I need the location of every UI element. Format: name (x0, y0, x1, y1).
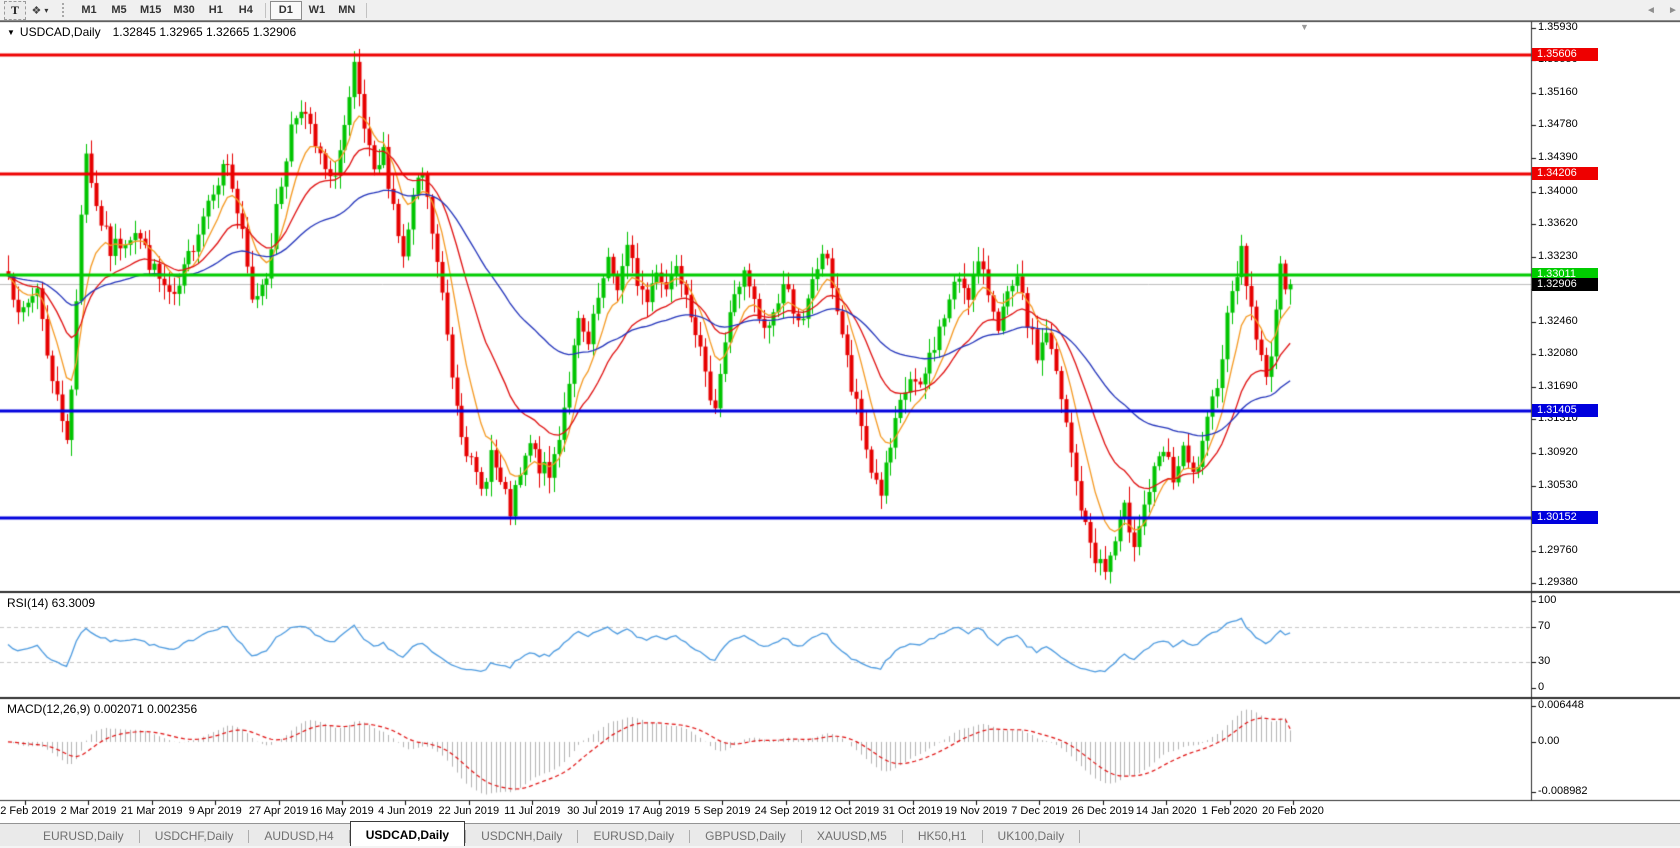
price-tick: 1.33230 (1538, 249, 1578, 262)
level-price-badge: 1.33011 (1532, 268, 1598, 281)
chart-symbol-title: USDCAD,Daily (19, 25, 101, 39)
price-tick: 1.30920 (1538, 445, 1578, 458)
price-tick: 1.34780 (1538, 118, 1578, 131)
timeframe-button-m30[interactable]: M30 (173, 4, 195, 16)
object-tool-icon: ❖ (31, 4, 42, 17)
toolbar-separator (264, 2, 266, 18)
date-tick: 20 Feb 2020 (1262, 805, 1324, 817)
date-tick: 4 Jun 2019 (378, 805, 433, 817)
level-price-badge: 1.35606 (1532, 48, 1598, 61)
date-tick: 27 Apr 2019 (248, 805, 309, 817)
tab-scroll-left-icon[interactable]: ◄ (1646, 5, 1656, 16)
rsi-label: RSI(14) 63.3009 (7, 596, 96, 610)
tab-separator (689, 829, 691, 843)
toolbar: T ❖ ▾ M1 M5 M15 M30 H1 H4 D1 W1 MN (0, 0, 1680, 21)
price-tick: 1.30530 (1538, 478, 1578, 491)
tab-eurusd-daily[interactable]: EURUSD,Daily (593, 829, 675, 843)
tab-separator (138, 829, 140, 843)
tab-separator (465, 829, 467, 843)
timeframe-button-mn[interactable]: MN (338, 4, 356, 16)
date-tick: 12 Oct 2019 (819, 805, 880, 817)
tab-gbpusd-daily[interactable]: GBPUSD,Daily (705, 829, 786, 843)
rsi-tick: 0 (1538, 681, 1545, 693)
date-tick: 9 Apr 2019 (188, 805, 242, 817)
tab-separator (901, 829, 903, 843)
price-tick: 1.33620 (1538, 216, 1578, 229)
object-tool-dropdown[interactable]: ❖ ▾ (26, 2, 54, 19)
timeframe-button-m15[interactable]: M15 (140, 4, 162, 16)
price-tick: 1.29380 (1538, 576, 1578, 588)
date-tick: 11 Jul 2019 (504, 805, 561, 817)
toolbar-separator (365, 2, 367, 18)
timeframe-button-h4[interactable]: H4 (238, 4, 253, 16)
date-tick: 16 May 2019 (310, 805, 374, 817)
date-tick: 1 Feb 2020 (1201, 805, 1258, 817)
date-tick: 30 Jul 2019 (567, 805, 625, 817)
tab-separator (577, 829, 579, 843)
symbol-dropdown-icon[interactable]: ▼ (7, 27, 15, 37)
macd-label: MACD(12,26,9) 0.002071 0.002356 (7, 702, 198, 716)
toolbar-grip (62, 3, 68, 17)
tab-hk50-h1[interactable]: HK50,H1 (917, 829, 967, 843)
tab-separator (348, 829, 350, 843)
timeframe-button-m5[interactable]: M5 (111, 4, 127, 16)
timeframe-button-m1[interactable]: M1 (81, 4, 97, 16)
tab-separator (800, 829, 802, 843)
timeframe-buttons: M1 M5 M15 M30 H1 H4 D1 W1 MN (74, 0, 371, 20)
rsi-tick: 30 (1538, 654, 1551, 667)
macd-tick: 0.006448 (1538, 699, 1584, 711)
timeframe-button-h1[interactable]: H1 (208, 4, 223, 16)
rsi-tick: 100 (1538, 594, 1557, 606)
chevron-down-icon: ▾ (44, 5, 49, 15)
date-tick: 14 Jan 2020 (1135, 805, 1197, 817)
price-tick: 1.32460 (1538, 315, 1578, 328)
price-tick: 1.35930 (1538, 21, 1578, 33)
tab-separator (248, 829, 250, 843)
date-tick: 17 Aug 2019 (628, 805, 690, 817)
date-tick: 2 Mar 2019 (60, 805, 117, 817)
tab-usdchf-daily[interactable]: USDCHF,Daily (154, 829, 234, 843)
tab-separator (1079, 829, 1081, 843)
rsi-tick: 70 (1538, 620, 1551, 633)
level-price-badge: 1.34206 (1532, 167, 1598, 180)
tab-scroll-right-icon[interactable]: ► (1668, 5, 1678, 16)
price-tick: 1.29760 (1538, 543, 1578, 556)
price-tick: 1.32080 (1538, 347, 1578, 360)
date-tick: 12 Feb 2019 (0, 805, 56, 817)
chart-ohlc-values: 1.32845 1.32965 1.32665 1.32906 (112, 25, 297, 39)
timeframe-button-w1[interactable]: W1 (308, 4, 326, 16)
date-tick: 26 Dec 2019 (1071, 805, 1134, 817)
date-tick: 31 Oct 2019 (882, 805, 943, 817)
current-price-badge: 1.32906 (1532, 278, 1598, 291)
tab-eurusd-daily[interactable]: EURUSD,Daily (43, 829, 124, 843)
chart-tab-bar: EURUSD,Daily USDCHF,Daily AUDUSD,H4 USDCAD,… (0, 821, 1680, 848)
level-price-badge: 1.30152 (1532, 511, 1598, 524)
chart-header: ▼ USDCAD,Daily 1.32845 1.32965 1.32665 1… (7, 25, 296, 39)
tab-usdcnh-daily[interactable]: USDCNH,Daily (481, 829, 563, 843)
date-tick: 19 Nov 2019 (944, 805, 1008, 817)
macd-tick: -0.008982 (1538, 785, 1588, 797)
date-tick: 5 Sep 2019 (694, 805, 751, 817)
date-tick: 21 Mar 2019 (120, 805, 183, 817)
level-price-badge: 1.31405 (1532, 404, 1598, 417)
tab-uk100-daily[interactable]: UK100,Daily (997, 829, 1065, 843)
date-tick: 22 Jun 2019 (438, 805, 500, 817)
tab-usdcad-daily[interactable]: USDCAD,Daily (349, 821, 466, 848)
price-tick: 1.34000 (1538, 184, 1578, 197)
chart-shift-marker-icon[interactable]: ▼ (1300, 22, 1309, 32)
tab-audusd-h4[interactable]: AUDUSD,H4 (264, 829, 334, 843)
date-tick: 24 Sep 2019 (754, 805, 817, 817)
text-tool-button[interactable]: T (4, 0, 26, 20)
date-tick: 7 Dec 2019 (1011, 805, 1068, 817)
tab-xauusd-m5[interactable]: XAUUSD,M5 (816, 829, 887, 843)
price-tick: 1.35160 (1538, 86, 1578, 99)
price-tick: 1.34390 (1538, 151, 1578, 164)
tab-separator (981, 829, 983, 843)
price-tick: 1.31690 (1538, 380, 1578, 393)
timeframe-button-d1[interactable]: D1 (269, 0, 302, 20)
macd-tick: 0.00 (1538, 734, 1560, 747)
bottom-strip (0, 846, 1680, 848)
